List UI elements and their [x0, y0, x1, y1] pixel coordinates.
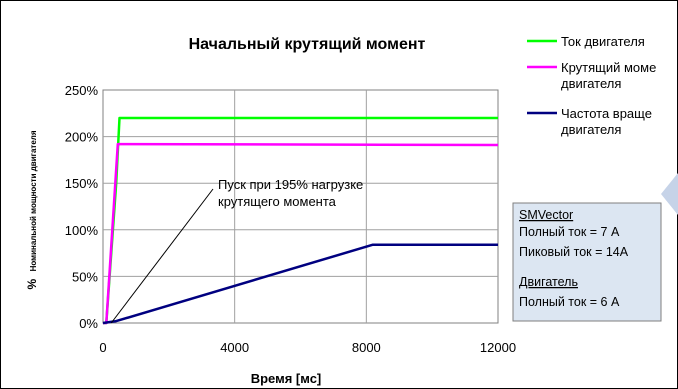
x-tick-label: 0 — [99, 340, 106, 355]
x-tick-label: 8000 — [352, 340, 381, 355]
legend: Ток двигателя Крутящий моме двигателя Ча… — [527, 34, 656, 137]
info-box-full-current: Полный ток = 7 А — [519, 225, 620, 239]
legend-label-speed-1: Частота враще — [561, 106, 652, 121]
svg-text:% Номинальной мощности д: % Номинальной мощности двигателя — [23, 130, 40, 289]
annotation-leader-line — [110, 188, 214, 324]
y-axis-label: % Номинальной мощности двигателя — [23, 130, 40, 289]
legend-label-torque-2: двигателя — [561, 76, 621, 91]
y-tick-label: 0% — [79, 316, 98, 331]
plot-area — [102, 89, 499, 324]
side-arrow-icon — [661, 173, 678, 215]
series-layer — [102, 116, 499, 325]
series-line-speed — [102, 243, 498, 325]
annotation-line-1: Пуск при 195% нагрузке — [218, 177, 363, 192]
legend-label-current: Ток двигателя — [561, 34, 645, 49]
y-tick-label: 250% — [65, 83, 99, 98]
y-tick-label: 50% — [72, 269, 98, 284]
x-axis-label: Время [мс] — [251, 371, 322, 386]
y-tick-label: 100% — [65, 223, 99, 238]
y-axis-label-prefix: % — [25, 279, 39, 290]
info-box-peak-current: Пиковый ток = 14А — [519, 245, 629, 259]
legend-label-torque-1: Крутящий моме — [561, 60, 656, 75]
info-box-smvector-label: SMVector — [519, 208, 573, 222]
tick-labels: 0% 50% 100% 150% 200% 250% 0 4000 8000 12000 — [65, 83, 516, 355]
legend-label-speed-2: двигателя — [561, 122, 621, 137]
grid-lines — [103, 90, 498, 323]
y-tick-label: 150% — [65, 176, 99, 191]
info-box-motor-label: Двигатель — [519, 275, 578, 289]
info-box: SMVector Полный ток = 7 А Пиковый ток = … — [512, 202, 662, 322]
info-box-motor-full-current: Полный ток = 6 А — [519, 295, 620, 309]
annotation-line-2: крутящего момента — [218, 194, 337, 209]
y-axis-label-text: Номинальной мощности двигателя — [29, 130, 38, 271]
x-tick-label: 4000 — [220, 340, 249, 355]
y-tick-label: 200% — [65, 130, 99, 145]
x-tick-label: 12000 — [480, 340, 516, 355]
info-box-background — [512, 202, 662, 322]
chart-title: Начальный крутящий момент — [189, 36, 426, 53]
